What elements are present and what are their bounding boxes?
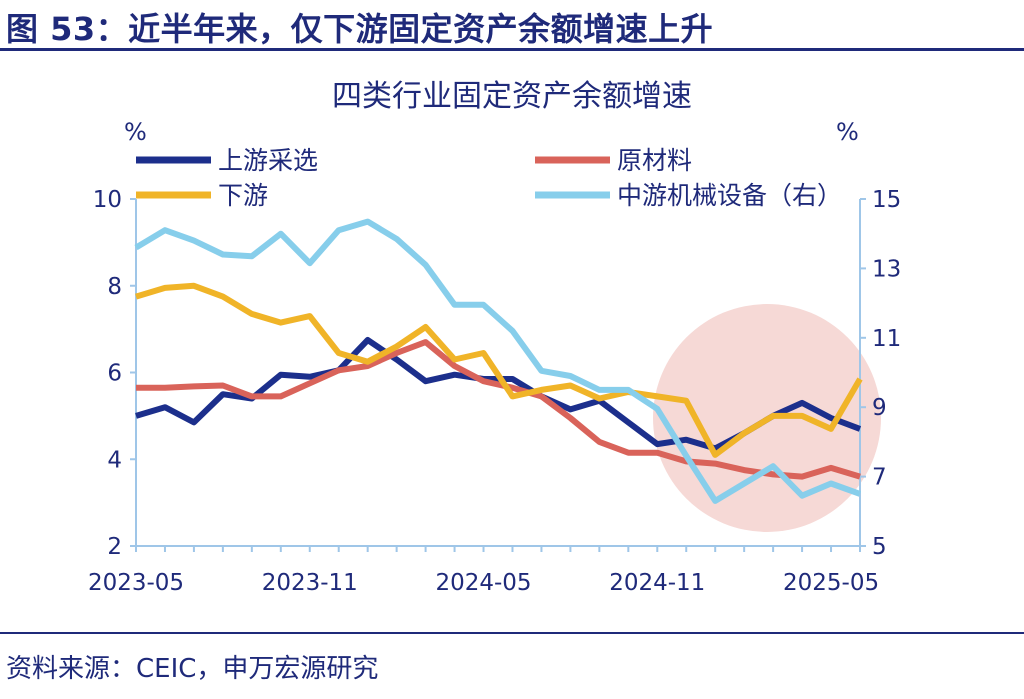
- series-layer: [134, 218, 863, 504]
- source-note: 资料来源：CEIC，申万宏源研究: [6, 654, 379, 684]
- left-tick-label: 6: [107, 361, 122, 387]
- legend-label-downstream: 下游: [218, 181, 268, 210]
- legend-label-machinery: 中游机械设备（右）: [617, 181, 842, 210]
- right-tick-label: 5: [872, 534, 887, 560]
- x-tick-label: 2024-05: [435, 570, 531, 596]
- series-line-downstream: [135, 282, 863, 458]
- figure-title: 图 53：近半年来，仅下游固定资产余额增速上升: [6, 10, 714, 48]
- right-tick-label: 7: [872, 465, 887, 491]
- legend-label-upstream: 上游采选: [218, 146, 318, 175]
- x-tick-label: 2024-11: [609, 570, 705, 596]
- right-tick-label: 11: [872, 326, 901, 352]
- right-tick-label: 15: [872, 187, 901, 213]
- left-tick-label: 2: [107, 534, 122, 560]
- right-tick-label: 13: [872, 256, 901, 282]
- x-tick-label: 2025-05: [783, 570, 879, 596]
- legend-label-materials: 原材料: [617, 146, 692, 175]
- left-axis-unit: %: [124, 118, 147, 146]
- series-line-machinery: [134, 218, 862, 504]
- top-rule: [0, 48, 1024, 51]
- x-tick-label: 2023-05: [88, 570, 184, 596]
- series-line-materials: [136, 339, 861, 480]
- bottom-rule: [0, 632, 1024, 634]
- right-tick-label: 9: [872, 395, 887, 421]
- axes: 2 4 6 8 10 5 7 9 11 13 15 2023-05 2023-11 2024-05 2024…: [88, 187, 901, 596]
- right-axis-unit: %: [836, 118, 859, 146]
- left-tick-label: 10: [93, 187, 122, 213]
- left-tick-label: 4: [107, 447, 122, 473]
- x-tick-label: 2023-11: [262, 570, 358, 596]
- chart-title: 四类行业固定资产余额增速: [332, 79, 692, 114]
- left-tick-label: 8: [107, 274, 122, 300]
